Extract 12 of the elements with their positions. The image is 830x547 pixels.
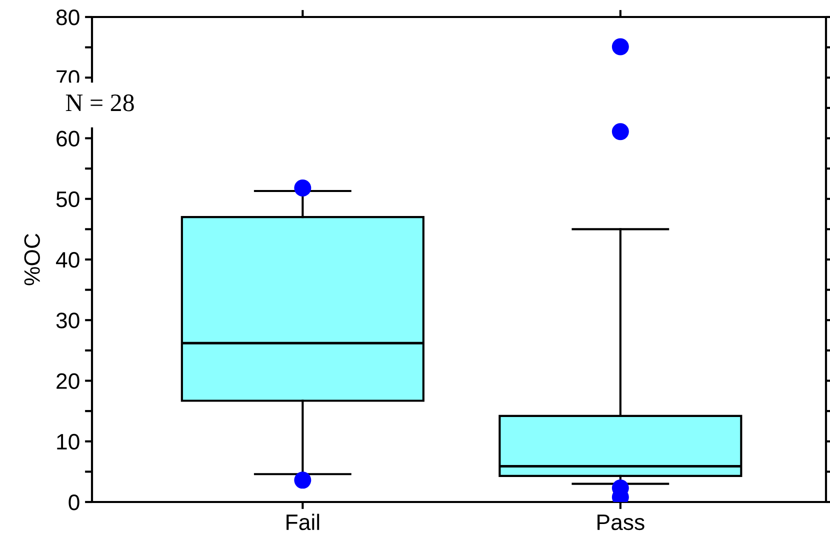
y-tick-label: 80 bbox=[56, 10, 80, 26]
y-axis-title: %OC bbox=[24, 234, 40, 286]
y-tick-label: 10 bbox=[57, 434, 80, 450]
y-tick-label: 0 bbox=[68, 494, 80, 510]
x-tick-label: Fail bbox=[286, 514, 320, 530]
x-tick-label: Pass bbox=[598, 514, 644, 530]
y-tick-label: 50 bbox=[56, 191, 80, 208]
y-tick-label: 60 bbox=[56, 130, 80, 147]
y-tick-label: 40 bbox=[56, 252, 80, 268]
y-tick-label: 20 bbox=[56, 373, 80, 390]
y-tick-label: 30 bbox=[56, 312, 80, 328]
annotation: N = 28 bbox=[66, 94, 134, 112]
